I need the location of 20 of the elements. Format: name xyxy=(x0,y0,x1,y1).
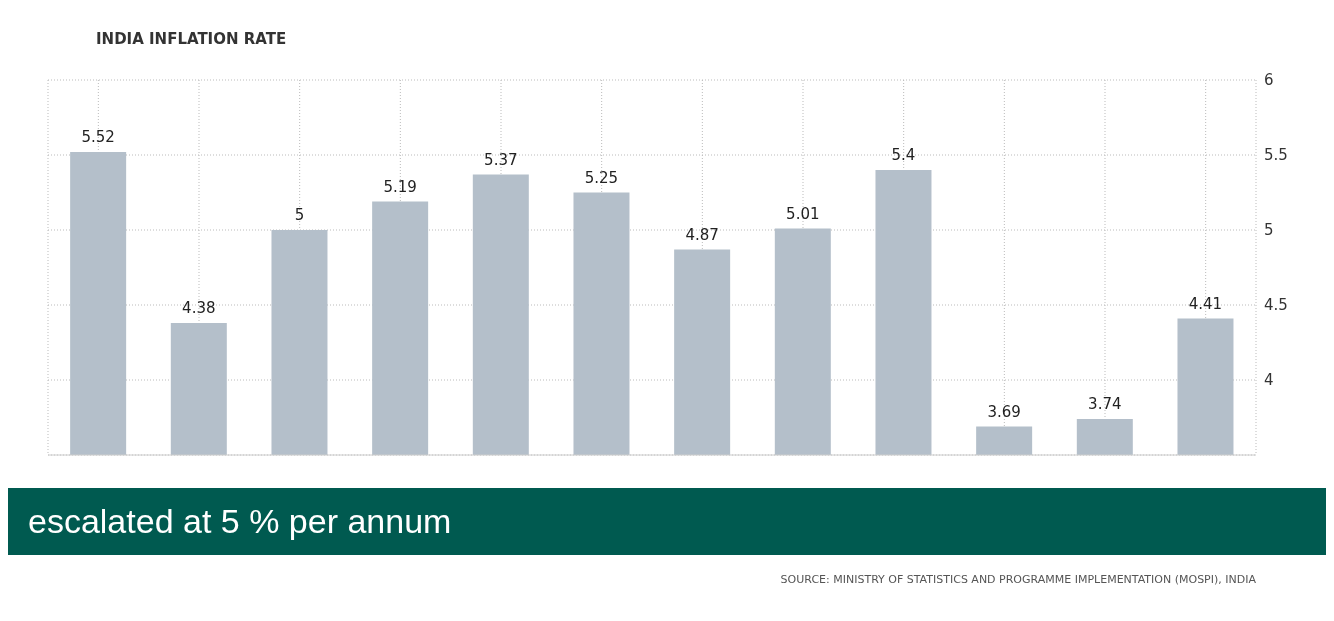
y-tick-label: 4.5 xyxy=(1264,296,1288,315)
data-label: 4.41 xyxy=(1188,294,1223,313)
data-label: 5.19 xyxy=(383,177,417,196)
y-tick-label: 6 xyxy=(1264,71,1274,90)
data-label: 5.37 xyxy=(484,150,518,169)
data-label: 5.01 xyxy=(786,204,820,223)
data-label: 4.38 xyxy=(182,299,216,317)
data-label: 5.25 xyxy=(584,168,619,187)
data-label: 3.74 xyxy=(1088,395,1122,413)
data-label: 4.87 xyxy=(685,225,719,244)
source-note: SOURCE: MINISTRY OF STATISTICS AND PROGRAMME IMPLEMENTATION (MOSPI), INDIA xyxy=(779,572,1257,586)
chart-title: INDIA INFLATION RATE xyxy=(95,29,288,50)
data-label: 3.69 xyxy=(987,402,1021,421)
y-tick-label: 4 xyxy=(1264,371,1274,390)
data-label: 5 xyxy=(294,206,305,224)
y-tick-label: 5.5 xyxy=(1264,146,1288,165)
data-label: 5.52 xyxy=(81,128,115,146)
y-tick-label: 5 xyxy=(1264,221,1274,240)
text: escalated at 5 % per annum xyxy=(8,488,1326,555)
data-label: 5.4 xyxy=(891,146,916,164)
